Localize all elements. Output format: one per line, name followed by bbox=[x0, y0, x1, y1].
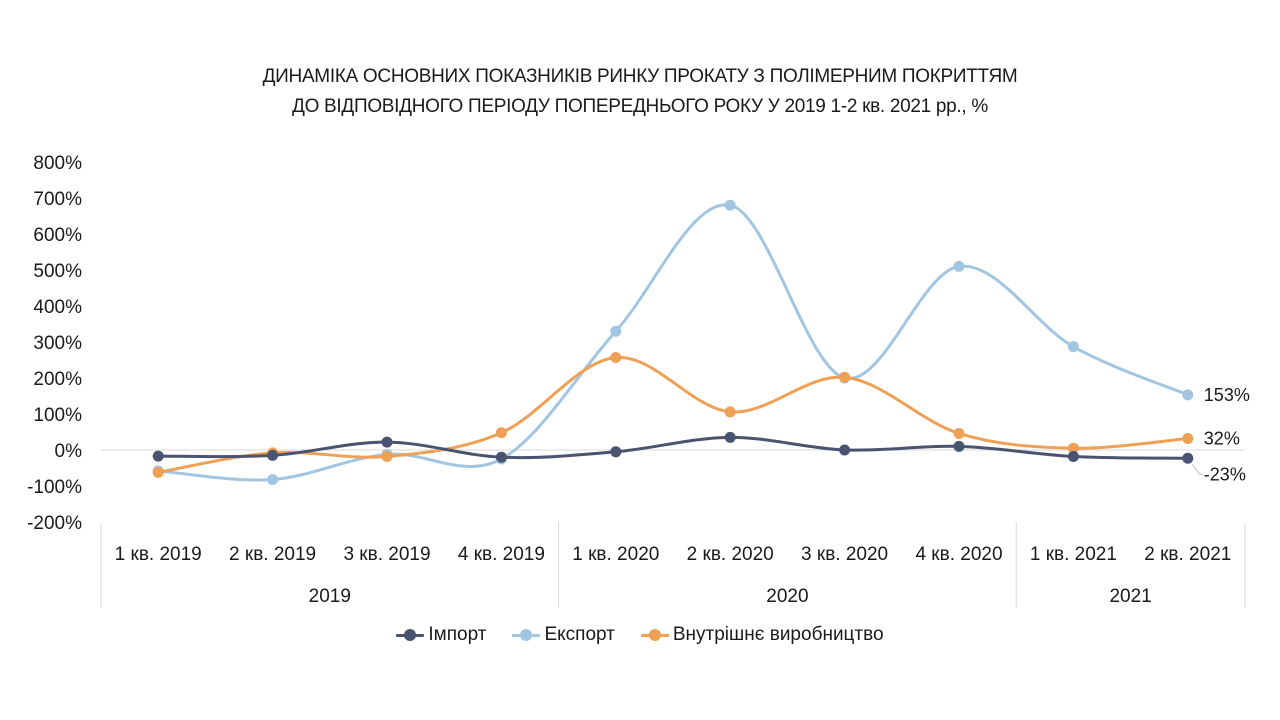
legend-marker-icon bbox=[640, 629, 669, 641]
x-tick-label: 1 кв. 2021 bbox=[1030, 544, 1117, 565]
data-point bbox=[1182, 432, 1194, 444]
y-tick-label: 400% bbox=[33, 297, 82, 318]
data-labels: 153% 32% -23% bbox=[1191, 385, 1250, 484]
group-label: 2020 bbox=[766, 586, 808, 607]
data-point bbox=[724, 431, 736, 443]
data-point bbox=[953, 427, 965, 439]
legend-marker-icon bbox=[512, 629, 541, 641]
legend: Імпорт Експорт Внутрішнє виробництво bbox=[0, 624, 1280, 646]
legend-item-export: Експорт bbox=[512, 624, 615, 646]
x-tick-label: 4 кв. 2020 bbox=[915, 544, 1002, 565]
legend-label: Імпорт bbox=[428, 624, 487, 645]
data-point bbox=[1182, 452, 1194, 464]
data-point bbox=[610, 351, 622, 363]
data-point bbox=[267, 474, 279, 486]
y-tick-label: 300% bbox=[33, 333, 82, 354]
data-point bbox=[152, 450, 164, 462]
group-label: 2021 bbox=[1109, 586, 1151, 607]
x-tick-label: 2 кв. 2020 bbox=[687, 544, 774, 565]
data-point bbox=[381, 450, 393, 462]
x-tick-label: 1 кв. 2020 bbox=[572, 544, 659, 565]
y-tick-label: 200% bbox=[33, 369, 82, 390]
legend-item-import: Імпорт bbox=[396, 624, 486, 646]
x-tick-label: 2 кв. 2021 bbox=[1144, 544, 1231, 565]
axes: -200% -100% 0% 100% 200% 300% 400% 500% 600% 700%… bbox=[27, 153, 1231, 607]
series-line-1 bbox=[158, 203, 1189, 482]
data-point bbox=[724, 406, 736, 418]
data-point bbox=[1067, 450, 1079, 462]
x-tick-label: 4 кв. 2019 bbox=[458, 544, 545, 565]
chart-title-line-2: ДО ВІДПОВІДНОГО ПЕРІОДУ ПОПЕРЕДНЬОГО РОК… bbox=[292, 96, 988, 117]
data-point bbox=[610, 446, 622, 458]
data-point bbox=[381, 436, 393, 448]
data-point bbox=[152, 466, 164, 478]
x-tick-label: 3 кв. 2020 bbox=[801, 544, 888, 565]
legend-marker-icon bbox=[396, 629, 425, 641]
data-point bbox=[953, 440, 965, 452]
chart-title-line-1: ДИНАМІКА ОСНОВНИХ ПОКАЗНИКІВ РИНКУ ПРОКА… bbox=[262, 66, 1018, 87]
data-point bbox=[1067, 442, 1079, 454]
data-point bbox=[495, 427, 507, 439]
data-point bbox=[724, 199, 736, 211]
y-tick-label: 100% bbox=[33, 405, 82, 426]
data-label: 153% bbox=[1204, 385, 1250, 405]
y-tick-label: -200% bbox=[27, 513, 82, 534]
y-tick-label: 500% bbox=[33, 261, 82, 282]
chart-title: ДИНАМІКА ОСНОВНИХ ПОКАЗНИКІВ РИНКУ ПРОКА… bbox=[0, 62, 1280, 122]
data-point bbox=[953, 260, 965, 272]
legend-label: Внутрішнє виробництво bbox=[672, 624, 884, 645]
gridlines bbox=[100, 449, 1246, 608]
data-label: -23% bbox=[1204, 464, 1246, 484]
data-point bbox=[1067, 341, 1079, 353]
x-tick-label: 3 кв. 2019 bbox=[343, 544, 430, 565]
legend-label: Експорт bbox=[544, 624, 615, 645]
x-tick-label: 1 кв. 2019 bbox=[115, 544, 202, 565]
data-point bbox=[267, 449, 279, 461]
y-tick-label: -100% bbox=[27, 477, 82, 498]
data-point bbox=[839, 371, 851, 383]
series-lines bbox=[152, 199, 1194, 486]
data-label: 32% bbox=[1204, 428, 1240, 448]
y-tick-label: 0% bbox=[55, 441, 83, 462]
series-line-2 bbox=[157, 355, 1188, 474]
legend-item-domestic: Внутрішнє виробництво bbox=[640, 624, 884, 646]
data-point bbox=[610, 325, 622, 337]
data-point bbox=[495, 451, 507, 463]
y-tick-label: 700% bbox=[33, 189, 82, 210]
x-tick-label: 2 кв. 2019 bbox=[229, 544, 316, 565]
group-label: 2019 bbox=[309, 586, 351, 607]
data-point bbox=[1182, 389, 1194, 401]
leader-line bbox=[1191, 463, 1203, 475]
data-point bbox=[839, 444, 851, 456]
y-tick-label: 800% bbox=[33, 153, 82, 174]
series-line-0 bbox=[158, 435, 1188, 460]
y-tick-label: 600% bbox=[33, 225, 82, 246]
